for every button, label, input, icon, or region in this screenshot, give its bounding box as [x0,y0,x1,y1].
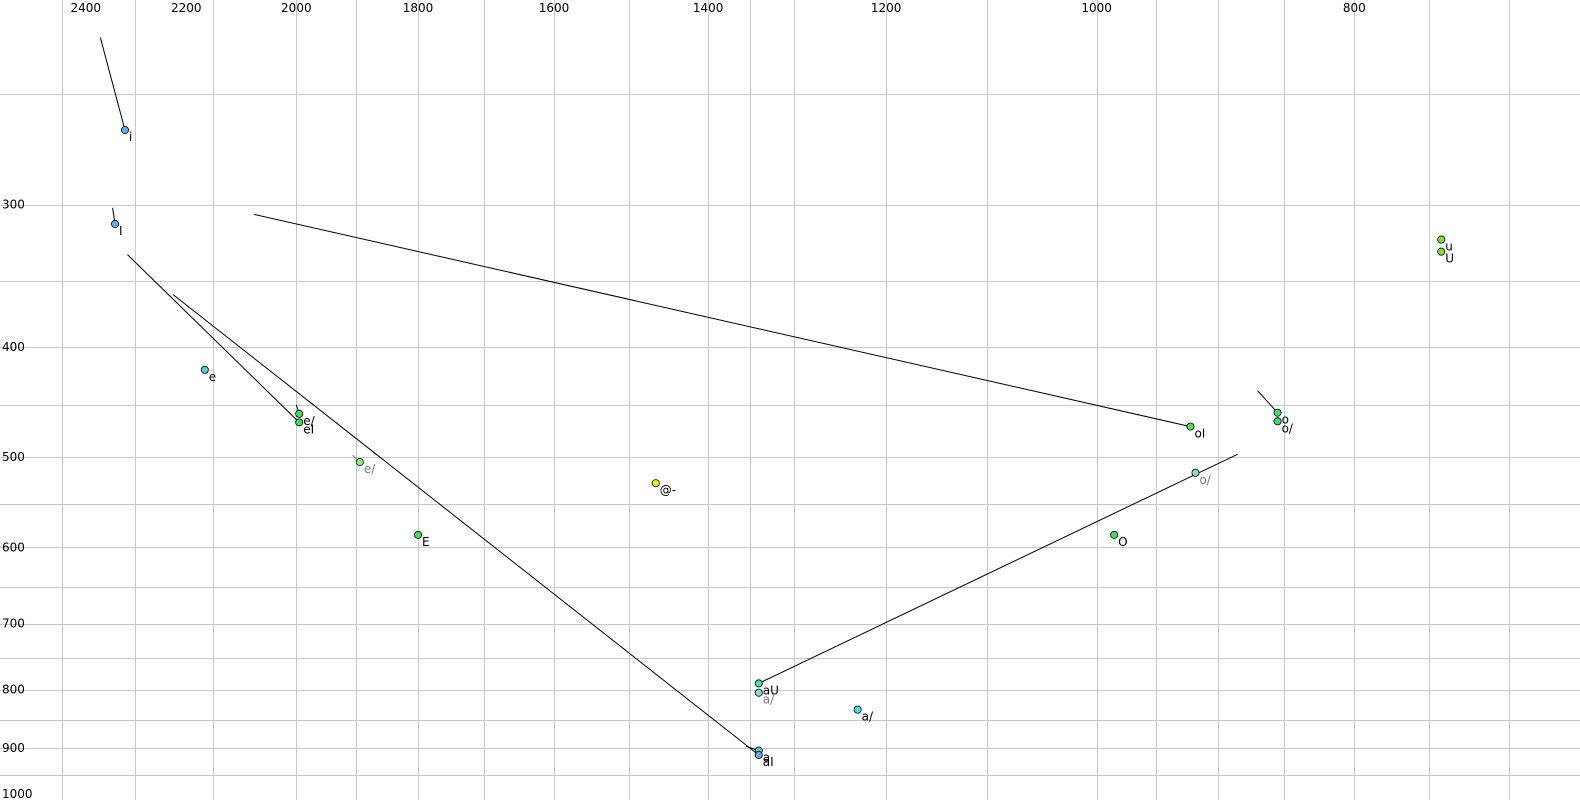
vowel-point [1437,247,1446,256]
y-tick-label: 800 [2,683,25,697]
vowel-label: a [763,751,770,765]
vowel-point [853,705,862,714]
vowel-label: i [129,130,132,144]
formant-trajectory [1257,390,1278,414]
x-tick-label: 2000 [281,1,312,15]
formant-trajectory [253,213,1191,428]
vowel-label: @- [660,483,676,497]
vowel-label: aI [763,755,774,769]
vowel-label: E [422,535,430,549]
x-tick-label: 1800 [403,1,434,15]
axis-ticks: 2400 2200 2000 1800 1600 1400 1200 1000 800 300 40… [2,1,1366,800]
vowel-label: o/ [1199,473,1211,487]
vowel-point [1110,530,1119,539]
vowel-point [1186,422,1195,431]
vowel-label: U [1445,252,1454,266]
formant-trajectory [127,254,300,423]
x-tick-label: 2400 [71,1,102,15]
vowel-point [111,219,120,228]
formant-trajectory [99,37,126,131]
x-tick-label: 1600 [539,1,570,15]
y-tick-label: 300 [2,198,25,212]
y-tick-label: 500 [2,450,25,464]
x-tick-label: 1200 [871,1,902,15]
vowel-label: I [119,224,123,238]
x-tick-label: 800 [1343,1,1366,15]
y-tick-label: 700 [2,617,25,631]
vowel-label: O [1118,535,1127,549]
vowel-label: o/ [1282,421,1294,435]
vowel-label: oI [1194,427,1205,441]
vowel-point [295,409,304,418]
vowel-label: a/ [862,710,874,724]
y-tick-label: 600 [2,540,25,554]
vowel-label: o [1282,413,1289,427]
vowel-point [120,125,129,134]
vowel-label: aU [763,683,779,697]
vowel-label: eI [303,422,314,436]
vowel-point [754,750,763,759]
trajectories [99,37,1278,756]
y-tick-label: 900 [2,741,25,755]
vowel-label: e/ [303,414,315,428]
vowel-label: u [1445,240,1453,254]
vowel-point [1437,235,1446,244]
x-tick-label: 1000 [1081,1,1112,15]
formant-trajectory [172,294,760,756]
vowel-point [754,688,763,697]
formant-trajectory [758,453,1238,684]
vowel-point [1191,468,1200,477]
vowel-label: e [209,370,216,384]
x-tick-label: 1400 [693,1,724,15]
vowel-point [413,530,422,539]
vowel-point [295,418,304,427]
y-tick-label: 400 [2,340,25,354]
y-tick-label: 1000 [2,787,33,800]
vowel-label: e/ [364,462,376,476]
vowel-label: a/ [763,693,775,707]
vowel-point [1273,417,1282,426]
vowel-point [355,458,364,467]
vowel-point [200,365,209,374]
vowel-point [651,479,660,488]
vowel-point [754,679,763,688]
vowel-point [1273,408,1282,417]
x-tick-label: 2200 [171,1,202,15]
